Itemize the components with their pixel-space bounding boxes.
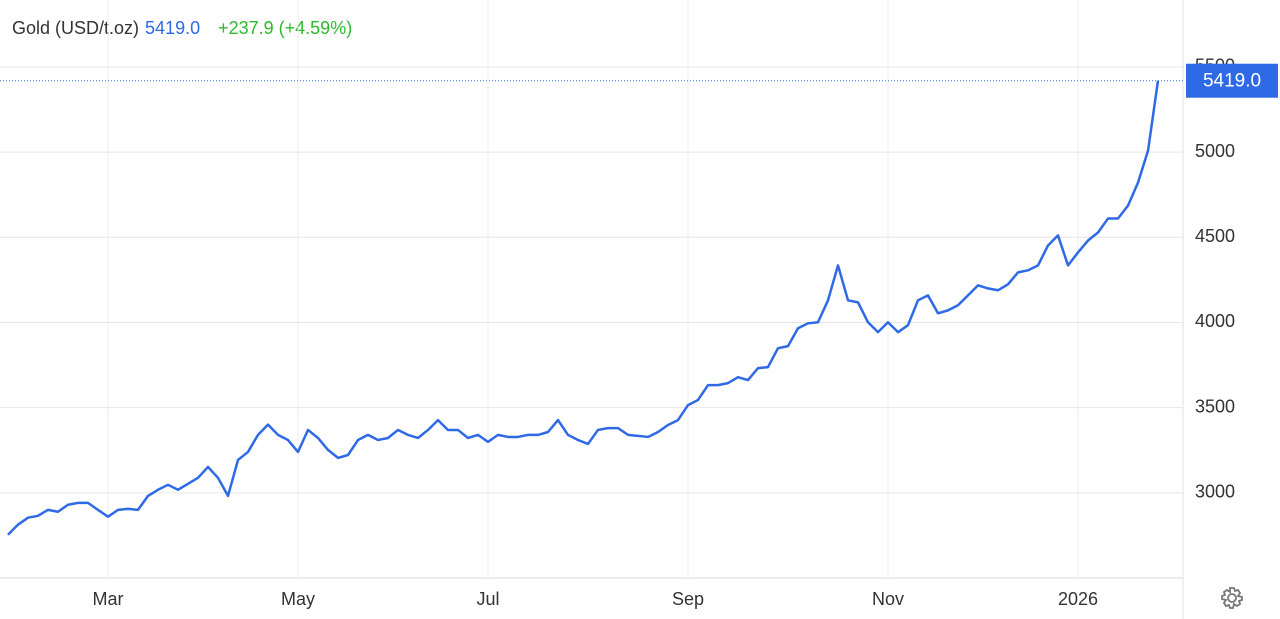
x-tick-label: May [281,589,315,609]
settings-icon[interactable] [1221,587,1243,609]
x-tick-label: Jul [476,589,499,609]
gear-hub [1227,593,1237,603]
last-price-label: 5419.0 [1203,71,1261,92]
y-tick-label: 4000 [1195,311,1235,331]
price: 5419.0 [145,18,200,38]
x-tick-label: 2026 [1058,589,1098,609]
x-tick-label: Mar [93,589,124,609]
last-price-tag [1186,63,1278,98]
y-tick-label: 5000 [1195,141,1235,161]
x-tick-label: Sep [672,589,704,609]
price-line [7,80,1160,536]
y-tick-label: 3500 [1195,396,1235,416]
y-tick-label: 4500 [1195,226,1235,246]
chart-title: Gold (USD/t.oz) 5419.0 +237.9 (+4.59%) [12,18,352,38]
change: +237.9 (+4.59%) [218,18,352,38]
gear [1221,587,1243,609]
instrument: Gold (USD/t.oz) [12,18,139,38]
y-tick-label: 3000 [1195,482,1235,502]
x-tick-label: Nov [872,589,904,609]
